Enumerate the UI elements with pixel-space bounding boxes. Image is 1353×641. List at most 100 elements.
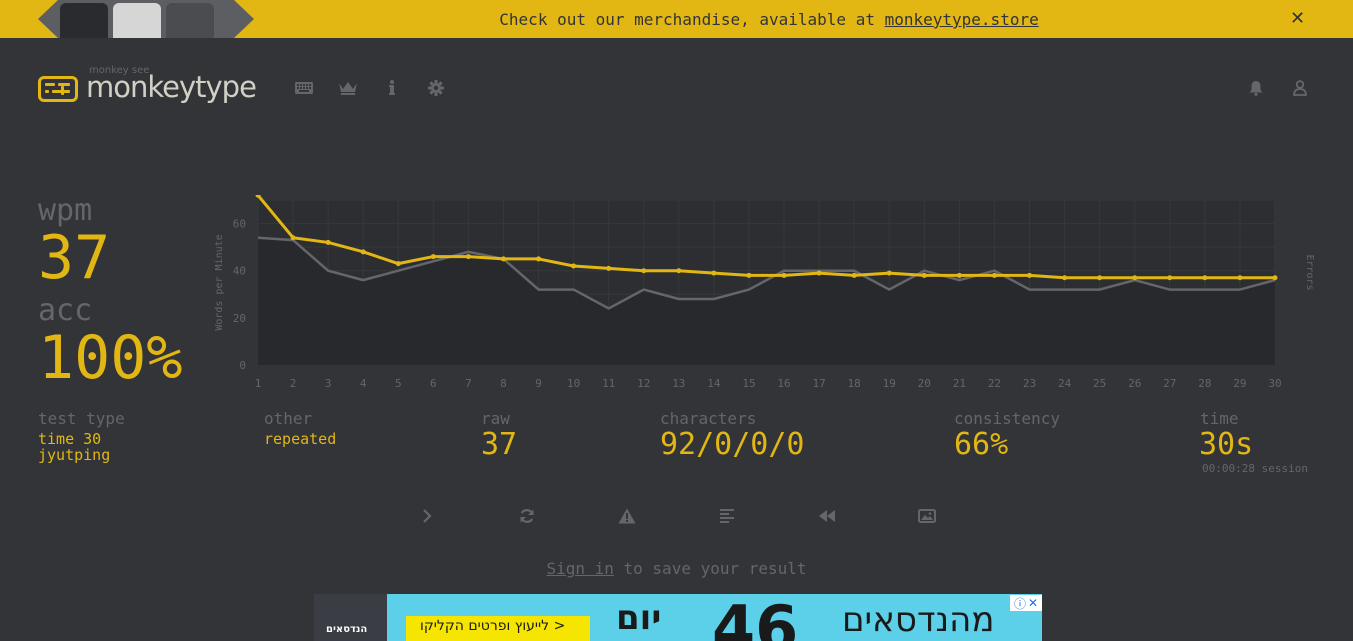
- chart-y-tick-label: 20: [233, 312, 246, 325]
- ad-logo: [314, 594, 387, 641]
- logo-text[interactable]: monkeytype: [86, 70, 257, 104]
- chart-x-tick-label: 29: [1233, 377, 1246, 390]
- chart-x-tick-label: 7: [465, 377, 472, 390]
- chart-point-wpm: [991, 272, 997, 278]
- signin-link[interactable]: Sign in: [546, 559, 614, 578]
- chart-point-wpm: [921, 272, 927, 278]
- chart-y-tick-label: 60: [233, 218, 246, 231]
- ad-info-icon[interactable]: ⓘ: [1013, 596, 1026, 611]
- chart-x-tick-label: 1: [255, 377, 262, 390]
- chart-point-wpm: [746, 272, 752, 278]
- chart-point-wpm: [1132, 275, 1138, 281]
- chart-point-wpm: [711, 270, 717, 276]
- chart-y-tick-label: 0: [239, 359, 246, 372]
- logo-subtitle: monkey see: [89, 65, 150, 76]
- chart-x-tick-label: 28: [1198, 377, 1211, 390]
- raw-label: raw: [481, 409, 510, 428]
- chart-x-tick-label: 25: [1093, 377, 1106, 390]
- acc-value: 100%: [38, 323, 183, 393]
- chart-y2-axis-label: Errors: [1304, 254, 1315, 290]
- restart-icon[interactable]: [517, 506, 537, 526]
- chart-x-tick-label: 22: [988, 377, 1001, 390]
- chart-x-tick-label: 9: [535, 377, 542, 390]
- ad-close-icon[interactable]: ✕: [1027, 596, 1039, 610]
- chart-point-wpm: [641, 268, 647, 274]
- ad-headline-number: 46: [712, 594, 799, 641]
- chart-point-wpm: [360, 249, 366, 255]
- chart-point-wpm: [1027, 272, 1033, 278]
- other-label: other: [264, 409, 313, 428]
- close-icon[interactable]: ✕: [1290, 8, 1306, 29]
- next-test-icon[interactable]: [417, 506, 437, 526]
- chart-x-tick-label: 18: [848, 377, 861, 390]
- merch-banner: Check out our merchandise, available at …: [0, 0, 1353, 38]
- advertisement[interactable]: הנדסאים לייעוץ ופרטים הקליקו > יום 46 מה…: [314, 594, 1042, 641]
- chart-x-tick-label: 4: [360, 377, 367, 390]
- chart-x-tick-label: 2: [290, 377, 297, 390]
- test-type-label: test type: [38, 409, 125, 428]
- chart-point-wpm: [956, 272, 962, 278]
- chart-x-tick-label: 24: [1058, 377, 1072, 390]
- replay-icon[interactable]: [817, 506, 837, 526]
- chart-x-tick-label: 23: [1023, 377, 1036, 390]
- report-icon[interactable]: [617, 506, 637, 526]
- chart-x-tick-label: 12: [637, 377, 650, 390]
- raw-value: 37: [481, 427, 518, 462]
- info-icon[interactable]: [382, 78, 402, 98]
- chart-point-wpm: [290, 235, 296, 241]
- user-icon[interactable]: [1290, 78, 1310, 98]
- merch-store-link[interactable]: monkeytype.store: [884, 10, 1039, 29]
- chart-point-wpm: [465, 254, 471, 260]
- screenshot-icon[interactable]: [917, 506, 937, 526]
- chart-x-tick-label: 17: [812, 377, 825, 390]
- crown-icon[interactable]: [338, 78, 358, 98]
- characters-label: characters: [660, 409, 757, 428]
- chart-x-tick-label: 27: [1163, 377, 1176, 390]
- keyboard-icon[interactable]: [294, 78, 314, 98]
- chart-point-wpm: [536, 256, 542, 262]
- chart-raw-area: [258, 237, 1275, 365]
- chart-point-wpm: [1237, 275, 1243, 281]
- chart-point-wpm: [1202, 275, 1208, 281]
- logo-icon[interactable]: [38, 76, 78, 102]
- ad-controls[interactable]: ⓘ ✕: [1010, 595, 1042, 611]
- chart-x-tick-label: 10: [567, 377, 580, 390]
- chart-point-wpm: [395, 261, 401, 267]
- chart-x-tick-label: 6: [430, 377, 437, 390]
- acc-label: acc: [38, 293, 93, 328]
- chart-point-wpm: [606, 265, 612, 271]
- chart-point-wpm: [816, 270, 822, 276]
- chart-series-line-raw: [257, 236, 1276, 310]
- chart-y-axis-label: Words per Minute: [214, 234, 225, 330]
- chart-point-wpm: [500, 256, 506, 262]
- chart-point-wpm: [1062, 275, 1068, 281]
- chart-point-wpm: [851, 272, 857, 278]
- chart-x-tick-label: 16: [777, 377, 790, 390]
- chart-point-wpm: [886, 270, 892, 276]
- gear-icon[interactable]: [426, 78, 446, 98]
- wpm-label: wpm: [38, 193, 93, 228]
- chart-x-tick-label: 21: [953, 377, 966, 390]
- chart-x-tick-label: 11: [602, 377, 615, 390]
- wpm-value: 37: [38, 223, 111, 293]
- chart-point-wpm: [430, 254, 436, 260]
- words-history-icon[interactable]: [717, 506, 737, 526]
- chart-point-wpm: [781, 272, 787, 278]
- other-value: repeated: [264, 430, 337, 448]
- chart-x-tick-label: 14: [707, 377, 721, 390]
- merchandise-image[interactable]: [38, 0, 254, 38]
- consistency-label: consistency: [954, 409, 1060, 428]
- consistency-value: 66%: [954, 427, 1009, 462]
- characters-value: 92/0/0/0: [660, 427, 805, 462]
- chart-point-wpm: [1097, 275, 1103, 281]
- session-time: 00:00:28 session: [1202, 462, 1308, 475]
- ad-headline-engineers: מהנדסאים: [842, 600, 995, 640]
- bell-icon[interactable]: [1246, 78, 1266, 98]
- ad-logo-text: הנדסאים: [326, 624, 368, 635]
- ad-cta-button[interactable]: לייעוץ ופרטים הקליקו >: [406, 616, 590, 641]
- chart-x-tick-label: 20: [918, 377, 931, 390]
- chart-x-tick-label: 15: [742, 377, 755, 390]
- chart-x-tick-label: 8: [500, 377, 507, 390]
- banner-message: Check out our merchandise, available at …: [499, 10, 1039, 29]
